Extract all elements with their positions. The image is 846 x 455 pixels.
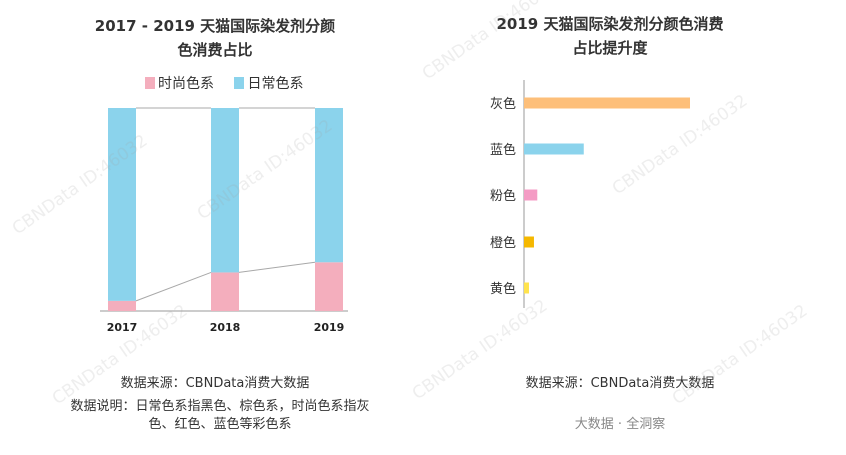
legend-item-fashion: 时尚色系	[145, 73, 214, 93]
bar-灰色	[524, 97, 690, 109]
left-data-description: 数据说明：日常色系指黑色、棕色系，时尚色系指灰色、红色、蓝色等彩色系	[70, 399, 370, 432]
bar-蓝色	[524, 143, 584, 155]
bar-daily-2018	[211, 108, 239, 273]
connector-line-fashion	[238, 261, 316, 273]
left-chart-title: 2017 - 2019 天猫国际染发剂分颜色消费占比	[94, 17, 336, 59]
connector-line-fashion	[135, 271, 212, 302]
right-chart-title: 2019 天猫国际染发剂分颜色消费占比提升度	[496, 15, 724, 57]
x-tick-label: 2017	[107, 321, 138, 334]
bar-fashion-2017	[108, 300, 136, 311]
footer-slogan: 大数据 · 全洞察	[574, 417, 666, 432]
x-tick-label: 2019	[314, 321, 345, 334]
bar-fashion-2019	[315, 262, 343, 311]
y-tick-label: 蓝色	[490, 142, 516, 158]
legend-swatch-fashion	[145, 77, 155, 89]
bar-daily-2019	[315, 108, 343, 263]
y-tick-label: 黄色	[490, 281, 516, 297]
legend-item-daily: 日常色系	[234, 73, 303, 93]
stacked-bar-chart: 2017 2018 2019	[100, 107, 348, 334]
y-tick-label: 灰色	[490, 96, 516, 112]
right-data-source: 数据来源：CBNData消费大数据	[525, 376, 715, 391]
bar-粉色	[524, 189, 538, 201]
left-data-source: 数据来源：CBNData消费大数据	[120, 376, 310, 391]
bar-橙色	[524, 236, 534, 248]
bar-daily-2017	[108, 108, 136, 301]
right-chart-panel: 2019 天猫国际染发剂分颜色消费占比提升度 灰色蓝色粉色橙色黄色 数据来源：C…	[420, 0, 846, 455]
bar-fashion-2018	[211, 272, 239, 311]
legend-label-daily: 日常色系	[247, 76, 304, 92]
bar-黄色	[524, 282, 529, 294]
left-chart-legend: 时尚色系 日常色系	[145, 73, 319, 93]
x-tick-label: 2018	[210, 321, 241, 334]
legend-swatch-daily	[234, 77, 245, 89]
legend-label-fashion: 时尚色系	[158, 76, 214, 92]
y-tick-label: 粉色	[490, 188, 516, 204]
left-chart-panel: 2017 - 2019 天猫国际染发剂分颜色消费占比 时尚色系 日常色系 201…	[0, 0, 420, 455]
y-tick-label: 橙色	[490, 235, 516, 251]
